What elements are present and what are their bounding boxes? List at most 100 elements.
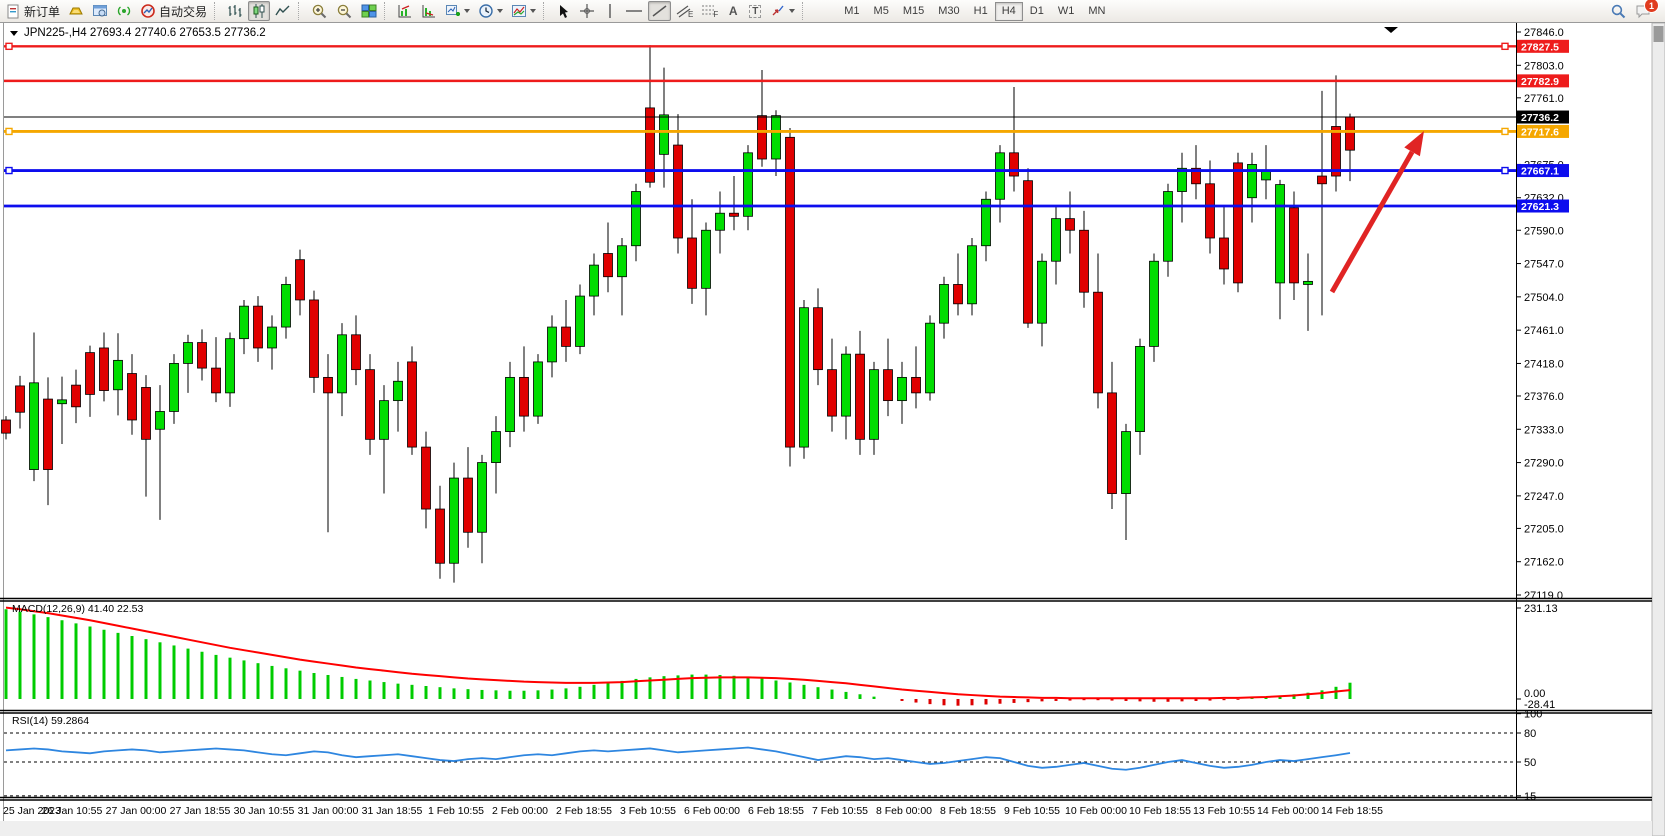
candle-bull: [337, 334, 347, 394]
time-axis-label: 9 Feb 10:55: [1004, 805, 1060, 817]
chart-canvas[interactable]: 27846.027803.027761.027675.027632.027590…: [0, 23, 1665, 836]
chart-shift-marker[interactable]: [1384, 27, 1398, 33]
time-axis-label: 31 Jan 00:00: [298, 805, 359, 817]
text-button[interactable]: A: [723, 1, 743, 21]
candle-bull: [113, 359, 123, 391]
candle-bull: [547, 326, 557, 363]
arrows-button[interactable]: [767, 1, 798, 21]
candle-bull: [771, 115, 781, 160]
timeframe-button-m5[interactable]: M5: [873, 5, 889, 17]
candle-bull: [1051, 218, 1061, 262]
timeframe-toolbar: M1 M5 M15 M30 H1 H4 D1 W1 MN: [837, 1, 1112, 21]
price-tick-label: 27846.0: [1524, 27, 1564, 39]
equidistant-channel-button[interactable]: E: [673, 1, 696, 21]
line-anchor[interactable]: [1501, 42, 1509, 51]
main-toolbar: 新订单 自动交易: [0, 0, 1665, 23]
cursor-button[interactable]: [553, 1, 574, 21]
crosshair-button[interactable]: [576, 1, 598, 21]
candle-bear: [1107, 392, 1117, 494]
timeframe-button-m1[interactable]: M1: [844, 5, 860, 17]
line-chart-button[interactable]: [272, 1, 294, 21]
candle-bear: [1233, 162, 1243, 284]
rsi-line: [5, 746, 1351, 771]
candle-bear: [1, 419, 11, 434]
scrollbar-thumb[interactable]: [1653, 26, 1664, 42]
trendline-button[interactable]: [648, 1, 672, 21]
text-glyph: A: [728, 4, 738, 18]
chart-profile-button[interactable]: [65, 1, 87, 21]
candle-bear: [827, 369, 837, 417]
tile-windows-button[interactable]: [358, 1, 380, 21]
candle-bull: [701, 229, 711, 289]
template-button[interactable]: [508, 1, 539, 21]
line-chart-icon: [275, 5, 290, 16]
macd-axis-label: 231.13: [1524, 603, 1558, 615]
candle-bull: [631, 191, 641, 247]
bar-chart-button[interactable]: [224, 1, 246, 21]
trend-arrow[interactable]: [1329, 150, 1415, 294]
candle-bear: [673, 144, 683, 239]
candle-bull: [967, 245, 977, 305]
line-anchor[interactable]: [5, 127, 13, 136]
chart-title: JPN225-,H4 27693.4 27740.6 27653.5 27736…: [10, 27, 266, 39]
candle-bear: [603, 253, 613, 278]
notification-badge: 1: [1644, 0, 1659, 13]
candle-bull: [1247, 164, 1257, 199]
timeframe-button-mn[interactable]: MN: [1088, 5, 1106, 17]
chevron-down-icon[interactable]: [10, 30, 18, 36]
price-line-label: [1517, 110, 1569, 124]
timeframe-button-w1[interactable]: W1: [1057, 5, 1075, 17]
candle-bear: [1191, 167, 1201, 185]
market-watch-button[interactable]: [89, 1, 111, 21]
line-anchor[interactable]: [5, 42, 13, 51]
zoom-out-button[interactable]: [333, 1, 356, 21]
candle-bear: [197, 342, 207, 369]
data-window-button[interactable]: [394, 1, 416, 21]
candlestick-chart-icon: [253, 4, 265, 18]
candle-bull: [743, 152, 753, 217]
add-indicator-button[interactable]: [442, 1, 473, 21]
timeframe-button-d1[interactable]: D1: [1029, 5, 1044, 17]
line-anchor[interactable]: [5, 166, 13, 175]
candle-bear: [645, 107, 655, 183]
horizontal-line-button[interactable]: [622, 1, 646, 21]
candle-bear: [1219, 237, 1229, 270]
timeframe-button-h4[interactable]: H4: [994, 1, 1023, 21]
new-order-button[interactable]: 新订单: [3, 1, 63, 21]
time-axis-label: 10 Feb 18:55: [1129, 805, 1191, 817]
text-label-button[interactable]: T: [745, 1, 765, 21]
candle-bear: [1023, 180, 1033, 324]
period-button[interactable]: [475, 1, 506, 21]
strategy-tester-button[interactable]: [418, 1, 440, 21]
notifications-button[interactable]: 1: [1632, 0, 1659, 21]
candle-bull: [1037, 260, 1047, 324]
time-axis-label: 3 Feb 10:55: [620, 805, 676, 817]
candle-bear: [729, 212, 739, 217]
candle-bull: [1135, 346, 1145, 432]
price-line-label-text: 27621.3: [1521, 201, 1559, 213]
vertical-line-button[interactable]: [600, 1, 620, 21]
autotrading-button[interactable]: 自动交易: [137, 1, 210, 21]
timeframe-button-m30[interactable]: M30: [938, 5, 960, 17]
vertical-scrollbar[interactable]: [1651, 23, 1665, 836]
time-axis-label: 14 Feb 00:00: [1257, 805, 1319, 817]
candle-bear: [911, 376, 921, 394]
candle-bear: [141, 387, 151, 440]
search-button[interactable]: [1607, 1, 1630, 21]
trendline-icon: [652, 5, 667, 17]
candlestick-chart-button[interactable]: [248, 1, 271, 21]
candle-bear: [687, 237, 697, 289]
candle-bull: [505, 376, 515, 432]
zoom-in-button[interactable]: [308, 1, 331, 21]
line-anchor[interactable]: [1501, 166, 1509, 175]
signals-button[interactable]: [113, 1, 135, 21]
line-anchor[interactable]: [1501, 127, 1509, 136]
trend-arrow-head[interactable]: [1404, 131, 1424, 157]
fibonacci-button[interactable]: F: [698, 1, 721, 21]
horizontal-line-icon: [626, 10, 643, 12]
timeframe-button-m15[interactable]: M15: [902, 5, 925, 17]
price-line-label-text: 27717.6: [1521, 126, 1559, 138]
timeframe-button-h1[interactable]: H1: [973, 5, 988, 17]
time-axis-label: 2 Feb 00:00: [492, 805, 548, 817]
